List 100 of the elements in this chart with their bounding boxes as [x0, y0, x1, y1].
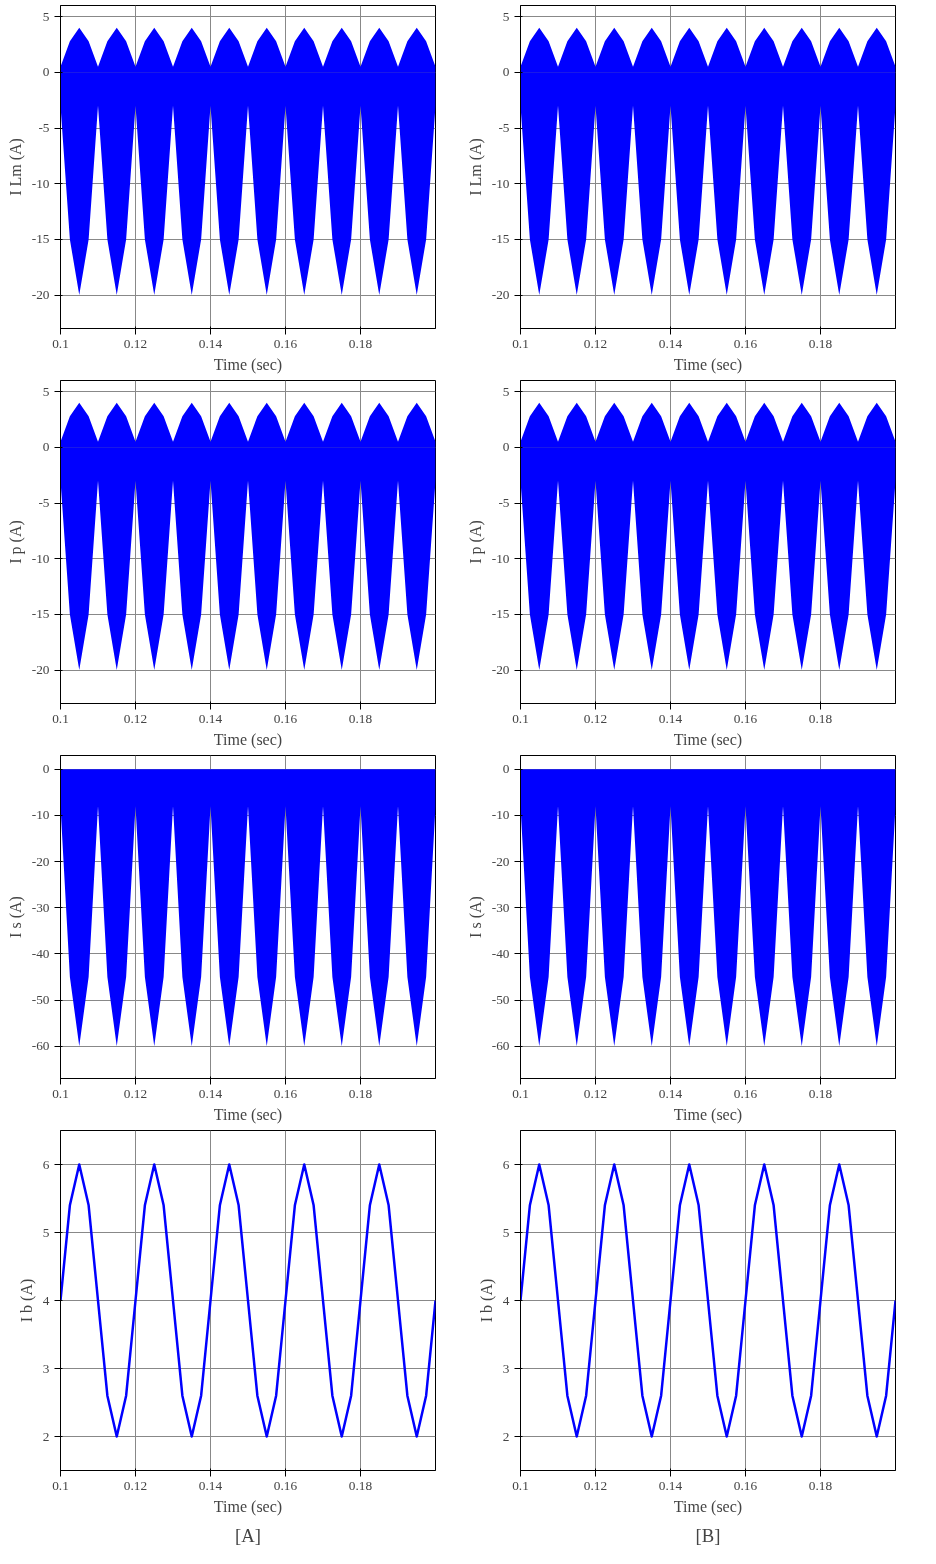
x-tick-label: 0.12 [123, 335, 148, 351]
y-axis-title: I p (A) [466, 520, 485, 564]
y-tick-label: -60 [31, 1038, 50, 1054]
x-tick-label: 0.12 [123, 710, 148, 726]
y-tick-label: 5 [502, 8, 510, 24]
y-tick-label: 2 [42, 1428, 50, 1444]
x-tick-label: 0.16 [273, 335, 298, 351]
y-tick-label: -15 [491, 231, 510, 247]
x-tick-label: 0.1 [52, 1085, 69, 1101]
x-tick-label: 0.18 [808, 1477, 833, 1493]
y-tick-label: 0 [502, 439, 510, 455]
x-tick-label: 0.16 [733, 335, 758, 351]
y-tick-label: 5 [502, 383, 510, 399]
y-tick-label: -20 [491, 287, 510, 303]
x-tick-label: 0.18 [348, 710, 373, 726]
y-tick-label: 0 [42, 64, 50, 80]
y-axis-title: I b (A) [17, 1278, 36, 1323]
x-tick-label: 0.18 [348, 1085, 373, 1101]
x-axis-title: Time (sec) [673, 1497, 743, 1516]
y-tick-label: -20 [31, 287, 50, 303]
x-tick-label: 0.1 [52, 335, 69, 351]
x-tick-label: 0.18 [808, 335, 833, 351]
x-tick-label: 0.12 [583, 335, 608, 351]
x-axis-title: Time (sec) [673, 355, 743, 374]
y-tick-label: -5 [38, 495, 50, 511]
y-tick-label: 5 [42, 8, 50, 24]
y-tick-label: -20 [491, 853, 510, 869]
x-axis-title: Time (sec) [213, 1105, 283, 1124]
y-tick-label: 3 [42, 1360, 50, 1376]
y-tick-label: -20 [31, 662, 50, 678]
y-tick-label: -5 [498, 495, 510, 511]
x-tick-label: 0.1 [52, 1477, 69, 1493]
x-tick-label: 0.16 [733, 1085, 758, 1101]
y-tick-label: 0 [42, 439, 50, 455]
x-axis-title: Time (sec) [213, 1497, 283, 1516]
x-tick-label: 0.1 [512, 1085, 529, 1101]
x-tick-label: 0.18 [348, 1477, 373, 1493]
y-tick-label: -50 [491, 992, 510, 1008]
x-tick-label: 0.14 [198, 1477, 223, 1493]
x-tick-label: 0.14 [658, 1477, 683, 1493]
x-axis-title: Time (sec) [673, 1105, 743, 1124]
y-tick-label: 5 [42, 1224, 50, 1240]
y-tick-label: 4 [42, 1292, 50, 1308]
y-tick-label: 0 [502, 64, 510, 80]
y-tick-label: -10 [31, 175, 50, 191]
y-tick-label: -10 [491, 175, 510, 191]
x-tick-label: 0.14 [658, 1085, 683, 1101]
x-tick-label: 0.18 [348, 335, 373, 351]
y-tick-label: -10 [491, 807, 510, 823]
x-axis-title: Time (sec) [213, 730, 283, 749]
x-tick-label: 0.1 [512, 335, 529, 351]
x-tick-label: 0.12 [123, 1085, 148, 1101]
x-tick-label: 0.16 [273, 1477, 298, 1493]
y-tick-label: 0 [42, 761, 50, 777]
y-tick-label: 5 [502, 1224, 510, 1240]
x-tick-label: 0.16 [273, 1085, 298, 1101]
y-tick-label: -5 [498, 120, 510, 136]
x-tick-label: 0.18 [808, 1085, 833, 1101]
y-axis-title: I s (A) [466, 896, 485, 938]
y-tick-label: 3 [502, 1360, 510, 1376]
y-tick-label: -40 [31, 945, 50, 961]
y-tick-label: 6 [502, 1156, 510, 1172]
y-tick-label: -15 [31, 606, 50, 622]
text: [B] [695, 1524, 721, 1546]
x-tick-label: 0.12 [583, 1085, 608, 1101]
y-tick-label: -30 [31, 899, 50, 915]
x-tick-label: 0.12 [583, 1477, 608, 1493]
x-tick-label: 0.16 [273, 710, 298, 726]
y-axis-title: I Lm (A) [6, 138, 25, 196]
x-tick-label: 0.14 [658, 335, 683, 351]
y-tick-label: -15 [491, 606, 510, 622]
y-tick-label: -20 [491, 662, 510, 678]
x-tick-label: 0.14 [658, 710, 683, 726]
y-axis-title: I s (A) [6, 896, 25, 938]
y-tick-label: -15 [31, 231, 50, 247]
y-tick-label: -10 [31, 550, 50, 566]
x-tick-label: 0.16 [733, 1477, 758, 1493]
y-tick-label: 5 [42, 383, 50, 399]
y-tick-label: -60 [491, 1038, 510, 1054]
text: [A] [235, 1524, 261, 1546]
x-tick-label: 0.12 [123, 1477, 148, 1493]
x-tick-label: 0.1 [512, 710, 529, 726]
y-tick-label: -40 [491, 945, 510, 961]
x-axis-title: Time (sec) [673, 730, 743, 749]
y-tick-label: 6 [42, 1156, 50, 1172]
x-axis-title: Time (sec) [213, 355, 283, 374]
y-axis-title: I p (A) [6, 520, 25, 564]
y-tick-label: -5 [38, 120, 50, 136]
x-tick-label: 0.14 [198, 710, 223, 726]
x-tick-label: 0.14 [198, 335, 223, 351]
y-tick-label: -20 [31, 853, 50, 869]
x-tick-label: 0.14 [198, 1085, 223, 1101]
x-tick-label: 0.18 [808, 710, 833, 726]
y-tick-label: -30 [491, 899, 510, 915]
x-tick-label: 0.16 [733, 710, 758, 726]
x-tick-label: 0.1 [512, 1477, 529, 1493]
x-tick-label: 0.1 [52, 710, 69, 726]
y-tick-label: -10 [31, 807, 50, 823]
x-tick-label: 0.12 [583, 710, 608, 726]
y-tick-label: -50 [31, 992, 50, 1008]
